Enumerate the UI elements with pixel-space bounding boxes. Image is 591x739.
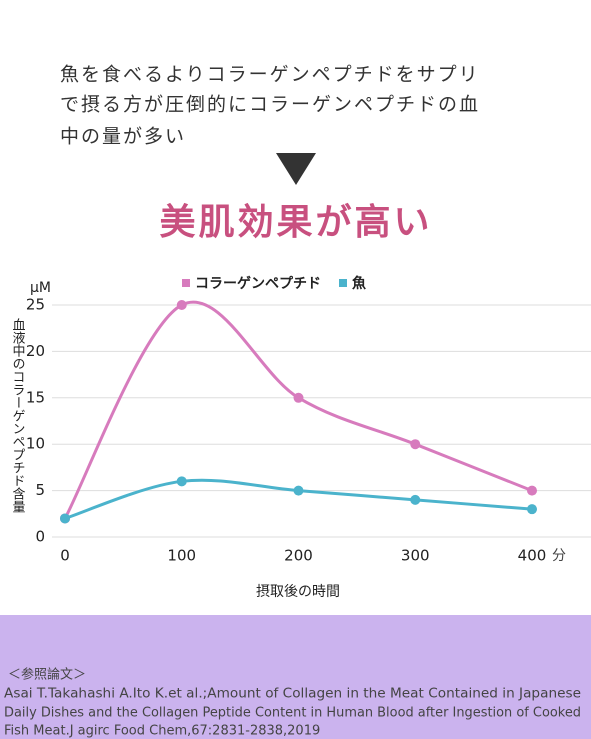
x-unit: 分: [552, 548, 566, 564]
reference-heading: ＜参照論文＞: [8, 667, 86, 683]
y-unit: μM: [30, 280, 51, 296]
data-point: [410, 494, 421, 505]
reference-panel: [0, 615, 591, 739]
x-tick-label: 100: [167, 547, 196, 565]
data-point: [293, 485, 304, 496]
y-tick-label: 15: [26, 388, 45, 406]
intro-line: で摂る方が圧倒的にコラーゲンペプチドの血: [60, 94, 480, 116]
down-arrow: [276, 153, 316, 185]
y-tick-label: 0: [35, 528, 45, 546]
legend-label: 魚: [352, 275, 366, 292]
reference-line: Fish Meat.J agirc Food Chem,67:2831-2838…: [4, 724, 320, 739]
y-tick-label: 20: [26, 342, 45, 360]
data-point: [527, 504, 537, 515]
data-point: [60, 513, 70, 524]
x-tick-label: 400: [518, 547, 547, 565]
reference-line: Daily Dishes and the Collagen Peptide Co…: [4, 706, 581, 721]
data-point: [176, 300, 187, 310]
intro-line: 魚を食べるよりコラーゲンペプチドをサプリ: [60, 64, 480, 86]
x-axis-label: 摂取後の時間: [256, 584, 340, 600]
legend-swatch: [182, 279, 190, 287]
y-tick-label: 10: [26, 435, 45, 453]
y-tick-label: 5: [35, 481, 45, 499]
data-point: [293, 392, 304, 403]
legend-swatch: [339, 279, 347, 287]
x-tick-label: 300: [401, 547, 430, 565]
data-point: [410, 439, 421, 450]
intro-line: 中の量が多い: [60, 126, 186, 148]
x-tick-label: 0: [60, 547, 70, 565]
headline: 美肌効果が高い: [159, 202, 432, 243]
legend-label: コラーゲンペプチド: [195, 275, 321, 292]
y-axis-label: 血液中のコラーゲンペプチド含量: [10, 318, 26, 513]
x-tick-label: 200: [284, 547, 313, 565]
data-point: [527, 485, 537, 496]
reference-line: Asai T.Takahashi A.Ito K.et al.;Amount o…: [4, 687, 581, 702]
y-tick-label: 25: [26, 296, 45, 314]
series-line: [63, 300, 533, 520]
data-point: [176, 476, 187, 487]
